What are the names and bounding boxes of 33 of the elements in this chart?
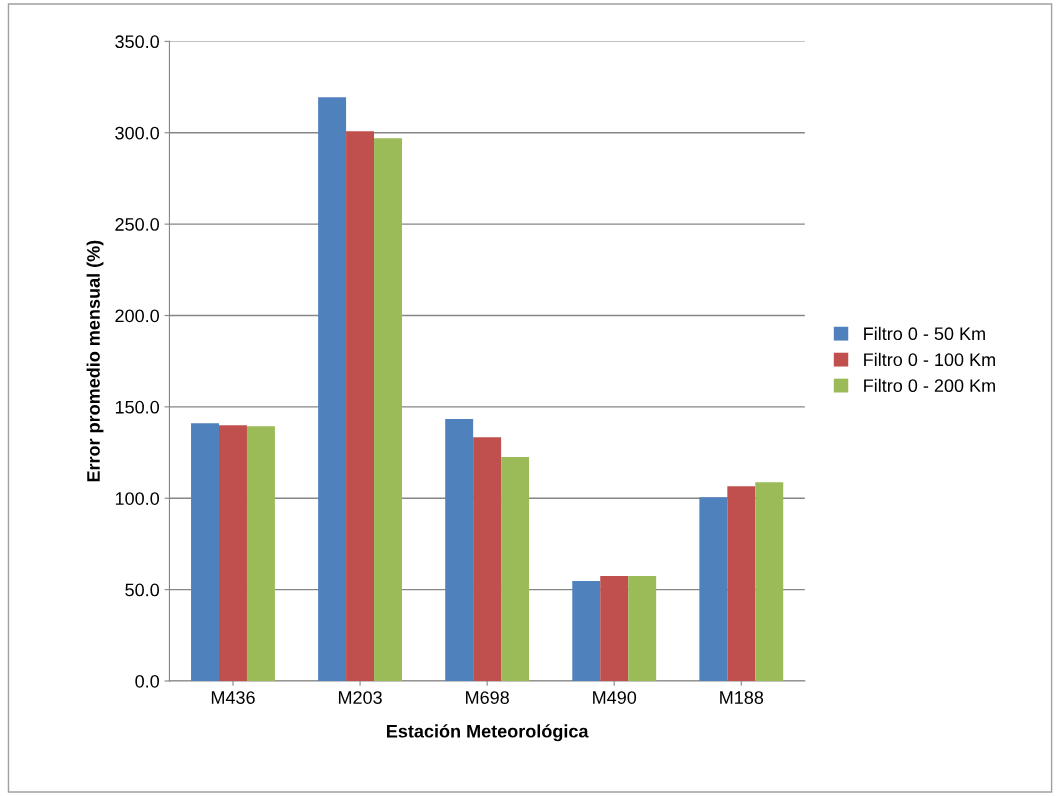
bar [473, 437, 502, 681]
bar [727, 486, 756, 681]
bar [755, 482, 784, 681]
y-tick-label: 250.0 [115, 218, 160, 231]
y-axis-title: Error promedio mensual (%) [86, 240, 104, 482]
bar [191, 423, 219, 681]
bar [246, 426, 275, 681]
legend-label: Filtro 0 - 50 Km [864, 326, 985, 341]
bar [318, 97, 347, 681]
y-tick-label: 300.0 [115, 126, 160, 140]
legend-label: Filtro 0 - 200 Km [864, 378, 995, 393]
x-tick-label: M203 [338, 691, 382, 704]
bar [600, 576, 629, 681]
bar [501, 457, 530, 681]
y-tick-label: 50.0 [125, 583, 160, 597]
y-tick-label: 100.0 [115, 492, 160, 505]
bar [572, 581, 601, 681]
y-tick-label: 0.0 [135, 674, 160, 688]
y-tick-label: 200.0 [115, 309, 160, 323]
x-tick-label: M188 [720, 691, 764, 704]
bar [374, 138, 402, 681]
x-axis-title: Estación Meteorológica [387, 724, 589, 742]
x-tick-label: M698 [466, 691, 509, 704]
y-tick-label: 150.0 [115, 400, 160, 414]
y-tick-label: 350.0 [115, 35, 160, 49]
bar [445, 419, 474, 681]
bar [346, 131, 375, 681]
x-tick-label: M436 [211, 691, 255, 704]
bar [219, 425, 247, 681]
bar [628, 576, 657, 681]
x-tick-label: M490 [593, 691, 637, 704]
bar [699, 497, 728, 681]
legend-label: Filtro 0 - 100 Km [864, 352, 995, 367]
